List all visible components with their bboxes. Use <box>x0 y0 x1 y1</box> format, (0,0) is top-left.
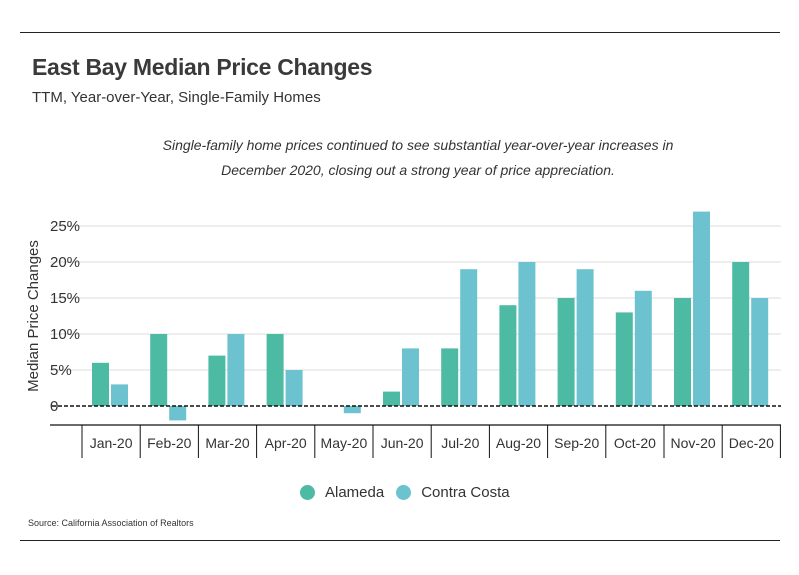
bar-alameda-jan-20 <box>92 362 109 406</box>
legend-swatch-alameda <box>300 485 315 500</box>
y-tick-label: 5% <box>50 362 72 379</box>
bottom-rule <box>20 540 780 541</box>
bar-contra-costa-aug-20 <box>518 262 536 406</box>
bar-alameda-jul-20 <box>441 348 459 406</box>
x-tick-label: Jul-20 <box>441 435 479 451</box>
bar-alameda-mar-20 <box>208 355 226 406</box>
bar-contra-costa-dec-20 <box>751 298 769 406</box>
x-tick-label: Aug-20 <box>496 435 541 451</box>
x-tick-label: Sep-20 <box>554 435 599 451</box>
x-tick-label: May-20 <box>321 435 368 451</box>
bar-contra-costa-sep-20 <box>576 269 594 406</box>
bar-contra-costa-nov-20 <box>693 211 710 406</box>
chart-annotation: Single-family home prices continued to s… <box>162 137 674 178</box>
x-tick-label: Feb-20 <box>147 435 192 451</box>
x-tick-label: Dec-20 <box>729 435 774 451</box>
bar-alameda-sep-20 <box>557 298 575 406</box>
bar-alameda-oct-20 <box>615 312 633 406</box>
y-tick-label: 10% <box>50 326 80 343</box>
bar-alameda-jun-20 <box>383 391 400 406</box>
legend-label-contra-costa: Contra Costa <box>421 484 510 501</box>
y-tick-label: 25% <box>50 218 80 235</box>
bar-alameda-aug-20 <box>499 305 517 406</box>
bar-contra-costa-apr-20 <box>285 370 303 406</box>
chart-title: East Bay Median Price Changes <box>32 54 373 80</box>
bar-contra-costa-jan-20 <box>111 384 128 406</box>
y-tick-label: 15% <box>50 290 80 307</box>
bar-contra-costa-feb-20 <box>169 406 187 421</box>
y-axis-label: Median Price Changes <box>25 240 42 392</box>
legend-item-alameda: Alameda <box>300 484 384 501</box>
bar-alameda-feb-20 <box>150 334 168 406</box>
top-rule <box>20 32 780 33</box>
legend-swatch-contra-costa <box>396 485 412 500</box>
y-tick-label: 20% <box>50 254 80 271</box>
source-note: Source: California Association of Realto… <box>28 518 194 528</box>
x-tick-label: Mar-20 <box>205 435 250 451</box>
chart-subtitle: TTM, Year-over-Year, Single-Family Homes <box>32 89 321 106</box>
bar-contra-costa-may-20 <box>343 406 361 414</box>
bar-alameda-apr-20 <box>266 334 284 406</box>
x-tick-label: Jun-20 <box>381 435 424 451</box>
bar-alameda-nov-20 <box>674 298 691 406</box>
bar-contra-costa-oct-20 <box>634 290 652 406</box>
bar-alameda-dec-20 <box>732 262 750 406</box>
x-tick-label: Nov-20 <box>671 435 716 451</box>
legend: Alameda Contra Costa <box>300 484 522 501</box>
legend-label-alameda: Alameda <box>325 484 385 501</box>
x-tick-label: Jan-20 <box>90 435 133 451</box>
legend-item-contra-costa: Contra Costa <box>396 484 510 501</box>
x-tick-label: Oct-20 <box>614 435 656 451</box>
bar-contra-costa-mar-20 <box>227 334 245 406</box>
bar-contra-costa-jun-20 <box>402 348 419 406</box>
x-tick-label: Apr-20 <box>265 435 307 451</box>
bar-contra-costa-jul-20 <box>460 269 478 406</box>
